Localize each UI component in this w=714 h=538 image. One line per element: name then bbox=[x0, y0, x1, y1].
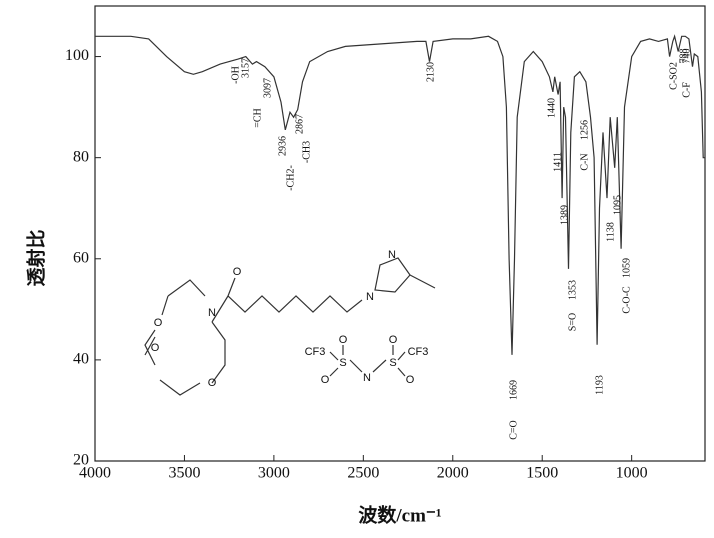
peak-annotation: C=O bbox=[508, 420, 519, 440]
peak-annotation: -OH bbox=[230, 66, 241, 84]
spectrum-line bbox=[95, 34, 705, 355]
peak-annotation: -CH2- bbox=[285, 165, 296, 191]
peak-annotation: 3097 bbox=[262, 78, 273, 98]
peak-annotation: 1095 bbox=[612, 195, 623, 215]
x-axis-label: 波数/cm⁻¹ bbox=[358, 503, 441, 526]
peak-annotation: 2867 bbox=[294, 114, 305, 134]
structure-atom: O bbox=[339, 334, 348, 346]
peak-annotation: 1353 bbox=[567, 280, 578, 300]
peak-annotation: 1059 bbox=[621, 258, 632, 278]
peak-annotation: 1389 bbox=[559, 205, 570, 225]
structure-atom: O bbox=[406, 374, 415, 386]
structure-atom: N bbox=[388, 249, 396, 261]
peak-annotation: 740 bbox=[681, 49, 692, 64]
plot-frame bbox=[94, 5, 706, 462]
y-tick-label: 60 bbox=[73, 249, 89, 266]
x-tick-label: 4000 bbox=[79, 465, 111, 482]
peak-annotation: 2936 bbox=[277, 136, 288, 156]
peak-annotation: 1193 bbox=[594, 375, 605, 395]
peak-annotation: C-F bbox=[681, 82, 692, 98]
peak-annotation: 1411 bbox=[552, 152, 563, 172]
structure-atom: N bbox=[208, 307, 216, 319]
peak-annotation: 1256 bbox=[579, 120, 590, 140]
x-tick-label: 2500 bbox=[347, 465, 379, 482]
structure-atom: S bbox=[339, 357, 346, 369]
peak-annotation: C-N bbox=[579, 153, 590, 170]
peak-annotation: 788 bbox=[678, 49, 689, 64]
x-tick-label: 1500 bbox=[526, 465, 558, 482]
y-tick-label: 80 bbox=[73, 148, 89, 165]
peak-annotation: 1440 bbox=[546, 98, 557, 118]
structure-atom: O bbox=[321, 374, 330, 386]
x-tick-label: 1000 bbox=[616, 465, 648, 482]
y-axis-label: 透射比 bbox=[24, 229, 47, 286]
peak-annotation: 3157 bbox=[240, 58, 251, 78]
peak-annotation: -CH3 bbox=[301, 141, 312, 163]
peak-annotation: S=O bbox=[567, 313, 578, 331]
x-tick-label: 3500 bbox=[168, 465, 200, 482]
peak-annotation: C-SO2 bbox=[668, 62, 679, 90]
y-tick-label: 40 bbox=[73, 351, 89, 368]
structure-atom: O bbox=[154, 317, 163, 329]
y-tick-label: 100 bbox=[65, 47, 89, 64]
structure-atom: O bbox=[208, 377, 217, 389]
peak-annotation: C-O-C bbox=[621, 286, 632, 314]
structure-atom: O bbox=[233, 266, 242, 278]
structure-atom: CF3 bbox=[305, 346, 326, 358]
x-tick-label: 3000 bbox=[258, 465, 290, 482]
structure-bonds bbox=[144, 257, 436, 396]
peak-annotation: 1138 bbox=[605, 222, 616, 242]
structure-atom: N bbox=[366, 291, 374, 303]
y-tick-label: 20 bbox=[73, 452, 89, 469]
structure-atom: O bbox=[389, 334, 398, 346]
peak-annotation: =CH bbox=[252, 108, 263, 128]
structure-atom: S bbox=[389, 357, 396, 369]
structure-atom: O bbox=[151, 342, 160, 354]
structure-atom: N bbox=[363, 372, 371, 384]
structure-atom: CF3 bbox=[408, 346, 429, 358]
peak-annotation: 1669 bbox=[508, 380, 519, 400]
x-tick-label: 2000 bbox=[437, 465, 469, 482]
peak-annotation: 2130 bbox=[425, 62, 436, 82]
